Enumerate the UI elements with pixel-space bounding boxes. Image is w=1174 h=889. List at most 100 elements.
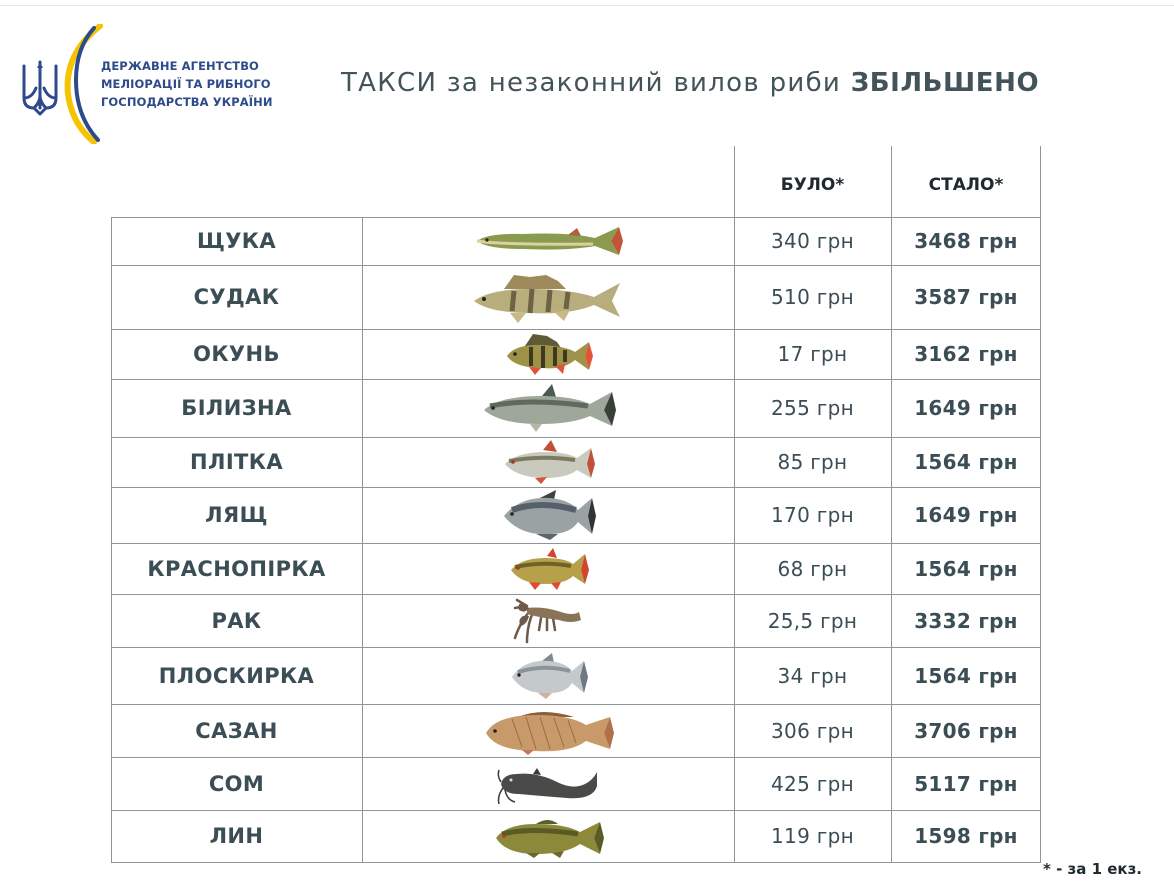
asp-icon xyxy=(484,384,616,432)
price-before: 25,5 грн xyxy=(734,594,891,647)
grid-line xyxy=(111,757,1041,758)
price-after-text: 1649 грн xyxy=(914,396,1018,420)
price-after-text: 3706 грн xyxy=(914,718,1018,743)
price-after-text: 3587 грн xyxy=(914,285,1018,309)
agency-name: ДЕРЖАВНЕ АГЕНТСТВО МЕЛІОРАЦІЇ ТА РИБНОГО… xyxy=(101,57,311,111)
table-row: ПЛІТКА 85 грн 1564 грн xyxy=(111,437,1041,487)
grid-line xyxy=(111,647,1041,648)
table-row: ЛИН 119 грн 1598 грн xyxy=(111,810,1041,862)
zander-icon xyxy=(474,275,620,323)
species-picture xyxy=(362,265,734,329)
price-before: 85 грн xyxy=(734,437,891,487)
table-row: СОМ 425 грн 5117 грн xyxy=(111,757,1041,810)
price-after: 1649 грн xyxy=(891,379,1041,437)
table-row: РАК 25,5 грн 3332 грн xyxy=(111,594,1041,647)
bream-icon xyxy=(504,490,596,540)
species-name: САЗАН xyxy=(111,704,362,757)
price-before: 119 грн xyxy=(734,810,891,862)
table-row: САЗАН 306 грн 3706 грн xyxy=(111,704,1041,757)
price-before-text: 425 грн xyxy=(771,771,854,796)
price-after-text: 1564 грн xyxy=(914,663,1018,688)
agency-name-line: МЕЛІОРАЦІЇ ТА РИБНОГО xyxy=(101,77,271,91)
grid-line xyxy=(111,487,1041,488)
table-row: ОКУНЬ 17 грн 3162 грн xyxy=(111,329,1041,379)
table-row: БІЛИЗНА 255 грн 1649 грн xyxy=(111,379,1041,437)
price-after: 3468 грн xyxy=(891,217,1041,265)
roach-icon xyxy=(505,440,595,484)
species-picture xyxy=(362,217,734,265)
price-before-text: 340 грн xyxy=(771,229,854,253)
species-name-text: СУДАК xyxy=(193,285,280,309)
column-header-before: БУЛО* xyxy=(780,175,845,195)
price-before-text: 255 грн xyxy=(771,396,854,420)
price-after: 3587 грн xyxy=(891,265,1041,329)
price-after: 1564 грн xyxy=(891,543,1041,594)
crayfish-icon xyxy=(513,598,581,643)
price-before: 425 грн xyxy=(734,757,891,810)
price-after: 1564 грн xyxy=(891,647,1041,704)
grid-line xyxy=(362,217,363,863)
price-after-text: 3468 грн xyxy=(914,229,1018,253)
species-name: РАК xyxy=(111,594,362,647)
price-after: 5117 грн xyxy=(891,757,1041,810)
price-before-text: 68 грн xyxy=(777,556,848,581)
grid-line xyxy=(111,810,1041,811)
species-name: ЛЯЩ xyxy=(111,487,362,543)
grid-line xyxy=(111,862,1041,863)
grid-line xyxy=(891,146,892,863)
species-picture xyxy=(362,704,734,757)
species-name-text: ЛЯЩ xyxy=(205,503,268,527)
price-before-text: 25,5 грн xyxy=(767,608,858,633)
tench-icon xyxy=(496,820,604,858)
species-picture xyxy=(362,329,734,379)
species-name-text: ЩУКА xyxy=(196,229,277,253)
species-name-text: ЛИН xyxy=(209,824,264,848)
grid-line xyxy=(111,704,1041,705)
trident-icon xyxy=(22,60,58,116)
price-before: 510 грн xyxy=(734,265,891,329)
price-after-text: 1564 грн xyxy=(914,556,1018,581)
price-before: 34 грн xyxy=(734,647,891,704)
species-name-text: ПЛІТКА xyxy=(190,450,283,474)
grid-line xyxy=(1040,146,1041,863)
table-row: ЩУКА 340 грн 3468 грн xyxy=(111,217,1041,265)
catfish-icon xyxy=(497,767,597,804)
price-after-text: 1564 грн xyxy=(914,450,1018,474)
species-name-text: ПЛОСКИРКА xyxy=(158,663,315,688)
price-after-text: 1649 грн xyxy=(914,503,1018,527)
species-name: КРАСНОПІРКА xyxy=(111,543,362,594)
price-after-text: 5117 грн xyxy=(914,771,1018,796)
perch-icon xyxy=(507,334,593,375)
price-after: 1598 грн xyxy=(891,810,1041,862)
price-after-text: 3162 грн xyxy=(914,342,1018,366)
species-name-text: ОКУНЬ xyxy=(193,342,280,366)
species-name: БІЛИЗНА xyxy=(111,379,362,437)
species-name: СОМ xyxy=(111,757,362,810)
grid-line xyxy=(111,594,1041,595)
agency-name-line: ДЕРЖАВНЕ АГЕНТСТВО xyxy=(101,59,259,73)
price-before: 306 грн xyxy=(734,704,891,757)
top-divider xyxy=(0,5,1174,6)
price-before-text: 510 грн xyxy=(771,285,854,309)
price-before: 340 грн xyxy=(734,217,891,265)
species-name: ОКУНЬ xyxy=(111,329,362,379)
price-after: 1649 грн xyxy=(891,487,1041,543)
species-name: СУДАК xyxy=(111,265,362,329)
carp-icon xyxy=(486,711,614,755)
grid-line xyxy=(111,265,1041,266)
species-name: ЩУКА xyxy=(111,217,362,265)
species-name: ПЛІТКА xyxy=(111,437,362,487)
agency-arc-icon xyxy=(64,24,103,144)
species-picture xyxy=(362,487,734,543)
species-picture xyxy=(362,437,734,487)
grid-line xyxy=(111,217,112,863)
page-title: ТАКСИ за незаконний вилов риби ЗБІЛЬШЕНО xyxy=(341,68,1039,98)
page-title-bold: ЗБІЛЬШЕНО xyxy=(850,68,1040,98)
species-name-text: СОМ xyxy=(208,771,265,796)
species-picture xyxy=(362,594,734,647)
price-after-text: 1598 грн xyxy=(914,824,1018,848)
grid-line xyxy=(734,146,735,863)
price-before-text: 85 грн xyxy=(777,450,848,474)
footnote: * - за 1 екз. xyxy=(1043,860,1143,878)
